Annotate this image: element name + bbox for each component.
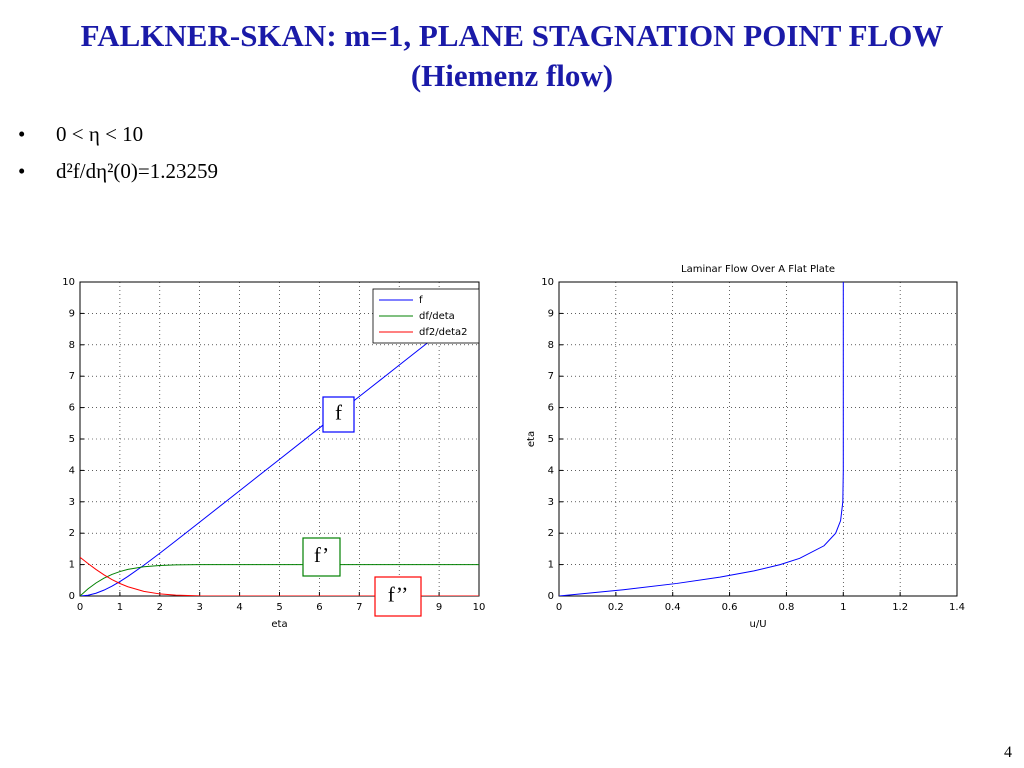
x-tick-label: 0 xyxy=(77,602,83,613)
y-tick-label: 8 xyxy=(548,340,554,351)
x-tick-label: 4 xyxy=(236,602,242,613)
annotation: f’ xyxy=(314,543,329,567)
y-tick-label: 5 xyxy=(548,434,554,445)
x-tick-label: 3 xyxy=(197,602,203,613)
legend-label: df/deta xyxy=(419,311,455,322)
x-tick-label: 1.4 xyxy=(949,602,965,613)
y-tick-label: 2 xyxy=(548,528,554,539)
x-tick-label: 7 xyxy=(356,602,362,613)
x-tick-label: 1 xyxy=(117,602,123,613)
annotation: f’’ xyxy=(388,582,409,606)
y-tick-label: 6 xyxy=(69,403,75,414)
series-line xyxy=(80,564,479,596)
chart-title: Laminar Flow Over A Flat Plate xyxy=(681,264,835,275)
slide-title: FALKNER-SKAN: m=1, PLANE STAGNATION POIN… xyxy=(80,18,944,53)
y-tick-label: 6 xyxy=(548,403,554,414)
x-tick-label: 10 xyxy=(473,602,486,613)
y-tick-label: 3 xyxy=(69,497,75,508)
legend-label: f xyxy=(419,295,423,306)
y-tick-label: 9 xyxy=(69,308,75,319)
y-tick-label: 7 xyxy=(69,371,75,382)
y-tick-label: 4 xyxy=(69,465,75,476)
series-line xyxy=(80,301,479,596)
slide-subtitle: (Hiemenz flow) xyxy=(410,58,614,93)
bullet: • 0 < η < 10 xyxy=(18,122,144,146)
annotation-box xyxy=(374,576,422,617)
y-tick-label: 4 xyxy=(548,465,554,476)
x-tick-label: 2 xyxy=(157,602,163,613)
y-tick-label: 10 xyxy=(62,277,75,288)
x-axis-label: u/U xyxy=(749,619,766,630)
series-line xyxy=(80,556,479,596)
annotation: f xyxy=(335,400,342,424)
y-tick-label: 10 xyxy=(541,277,554,288)
x-tick-label: 0.2 xyxy=(608,602,624,613)
x-tick-label: 6 xyxy=(316,602,322,613)
x-tick-label: 0.4 xyxy=(665,602,681,613)
x-tick-label: 0.6 xyxy=(722,602,738,613)
series-line xyxy=(559,282,844,596)
bullet-text: d²f/dη²(0)=1.23259 xyxy=(56,159,218,183)
y-tick-label: 9 xyxy=(548,308,554,319)
y-tick-label: 8 xyxy=(69,340,75,351)
x-tick-label: 0 xyxy=(556,602,562,613)
x-tick-label: 1 xyxy=(840,602,846,613)
page-number: 4 xyxy=(1004,744,1012,761)
legend-label: df2/deta2 xyxy=(419,327,468,338)
annotation-box xyxy=(302,537,341,577)
bullet: • d²f/dη²(0)=1.23259 xyxy=(18,159,218,183)
y-tick-label: 0 xyxy=(69,591,75,602)
y-tick-label: 1 xyxy=(548,560,554,571)
y-tick-label: 2 xyxy=(69,528,75,539)
x-tick-label: 0.8 xyxy=(778,602,794,613)
y-tick-label: 7 xyxy=(548,371,554,382)
x-tick-label: 9 xyxy=(436,602,442,613)
axes-frame xyxy=(558,281,958,597)
bullet-text: 0 < η < 10 xyxy=(56,122,144,146)
y-tick-label: 3 xyxy=(548,497,554,508)
x-tick-label: 1.2 xyxy=(892,602,908,613)
y-tick-label: 5 xyxy=(69,434,75,445)
y-axis-label: eta xyxy=(526,431,537,447)
annotation-box xyxy=(322,396,355,433)
plot-area xyxy=(559,282,957,596)
x-tick-label: 5 xyxy=(276,602,282,613)
x-axis-label: eta xyxy=(271,619,287,630)
y-tick-label: 0 xyxy=(548,591,554,602)
y-tick-label: 1 xyxy=(69,560,75,571)
